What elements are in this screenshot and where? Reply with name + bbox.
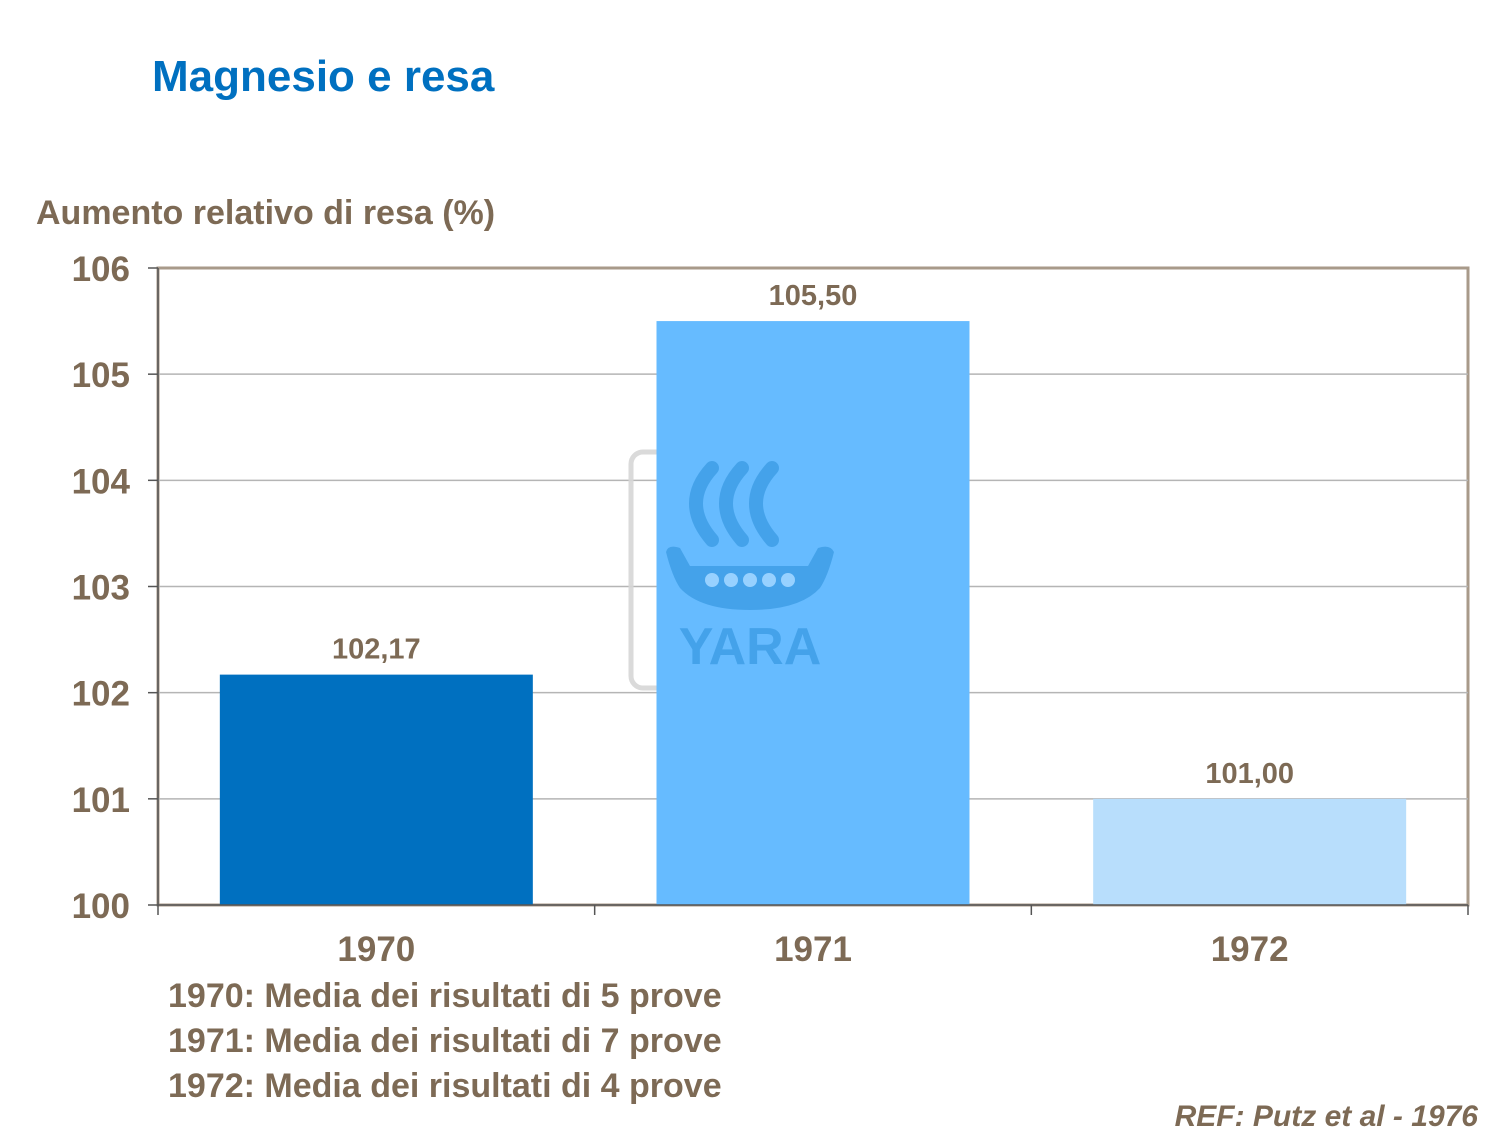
chart-title: Magnesio e resa bbox=[152, 52, 495, 101]
bar-1970 bbox=[219, 674, 533, 905]
y-tick-label: 104 bbox=[72, 462, 131, 501]
notes: 1970: Media dei risultati di 5 prove 197… bbox=[168, 974, 722, 1109]
yara-logo-watermark: YARA bbox=[666, 461, 834, 676]
y-tick-label: 100 bbox=[72, 887, 130, 926]
data-label-1970: 102,17 bbox=[332, 634, 421, 666]
x-tick-label-1972: 1972 bbox=[1211, 930, 1289, 969]
y-tick-label: 106 bbox=[72, 250, 130, 289]
note-1971: 1971: Media dei risultati di 7 prove bbox=[168, 1022, 722, 1060]
watermark-text: YARA bbox=[679, 618, 822, 676]
bar-1971 bbox=[656, 321, 970, 905]
note-1970: 1970: Media dei risultati di 5 prove bbox=[168, 977, 722, 1015]
note-1972: 1972: Media dei risultati di 4 prove bbox=[168, 1067, 722, 1105]
reference: REF: Putz et al - 1976 bbox=[1174, 1100, 1478, 1133]
data-label-1971: 105,50 bbox=[769, 280, 858, 312]
x-tick-label-1970: 1970 bbox=[337, 930, 415, 969]
data-label-1972: 101,00 bbox=[1205, 758, 1294, 790]
y-tick-label: 101 bbox=[72, 781, 130, 820]
x-tick-label-1971: 1971 bbox=[774, 930, 852, 969]
y-tick-label: 105 bbox=[72, 356, 130, 395]
y-axis-label: Aumento relativo di resa (%) bbox=[36, 194, 496, 232]
y-tick-label: 103 bbox=[72, 569, 130, 608]
bar-1972 bbox=[1093, 798, 1407, 905]
y-tick-label: 102 bbox=[72, 675, 130, 714]
